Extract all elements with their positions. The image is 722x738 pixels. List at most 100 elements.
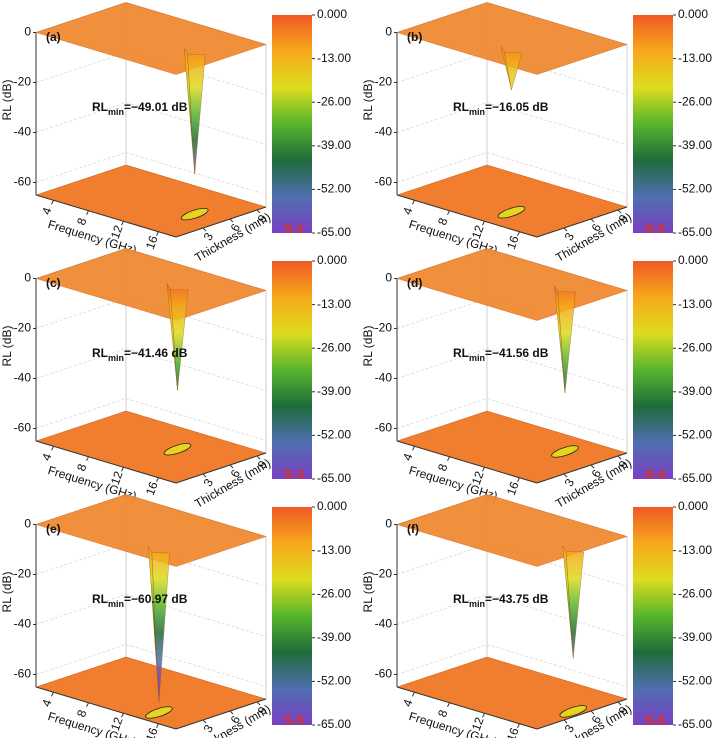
colorbar-tick-label: -39.00 bbox=[678, 138, 712, 152]
x-tick-label: 12 bbox=[469, 715, 487, 733]
x-tick bbox=[51, 692, 54, 697]
grid-line bbox=[35, 52, 267, 95]
z-tick-label: -60 bbox=[14, 175, 32, 189]
z-tick-label: -20 bbox=[375, 567, 393, 581]
colorbar-tick-label: 0.000 bbox=[678, 499, 708, 513]
grid-line bbox=[35, 594, 267, 637]
z-tick-label: 0 bbox=[24, 271, 31, 285]
z-tick-label: 0 bbox=[385, 271, 392, 285]
z-tick-label: -40 bbox=[14, 371, 32, 385]
z-tick-label: -60 bbox=[375, 667, 393, 681]
surface bbox=[396, 494, 628, 567]
rl-min-prefix: RL bbox=[453, 592, 469, 606]
z-axis-label: RL (dB) bbox=[0, 326, 14, 367]
y-tick bbox=[563, 473, 568, 478]
colorbar-tick-label: -52.00 bbox=[678, 428, 712, 442]
colorbar-tick-label: 0.000 bbox=[317, 253, 347, 267]
colorbar-tick-label: -65.00 bbox=[317, 717, 351, 731]
z-tick-label: -40 bbox=[14, 617, 32, 631]
rl-min-annotation: RLmin=−16.05 dB bbox=[453, 100, 549, 117]
x-tick-label: 8 bbox=[435, 462, 451, 473]
colorbar-tick-label: -52.00 bbox=[317, 674, 351, 688]
x-tick-label: 16 bbox=[143, 234, 161, 252]
colorbar-tick-label: -13.00 bbox=[678, 543, 712, 557]
x-tick-label: 4 bbox=[39, 697, 55, 708]
y-tick bbox=[617, 701, 622, 706]
z-tick-label: -20 bbox=[375, 75, 393, 89]
colorbar-tick-label: -13.00 bbox=[678, 297, 712, 311]
y-axis bbox=[175, 698, 267, 730]
z-tick-label: 0 bbox=[24, 25, 31, 39]
colorbar-tick-label: -65.00 bbox=[678, 471, 712, 485]
rl-min-sub: min bbox=[469, 353, 485, 363]
x-tick-label: 8 bbox=[435, 216, 451, 227]
colorbar-tick-label: 0.000 bbox=[678, 253, 708, 267]
colorbar-tick-label: 0.000 bbox=[678, 7, 708, 21]
y-tick bbox=[256, 209, 261, 214]
x-tick bbox=[156, 231, 159, 236]
colorbar-tick-label: -13.00 bbox=[317, 51, 351, 65]
z-tick-label: 0 bbox=[385, 517, 392, 531]
colorbar-tick-label: -52.00 bbox=[678, 182, 712, 196]
x-tick-label: 4 bbox=[39, 451, 55, 462]
x-tick-label: 16 bbox=[504, 480, 522, 498]
z-tick-label: -60 bbox=[14, 421, 32, 435]
x-axis bbox=[35, 194, 177, 238]
dip bbox=[504, 51, 523, 90]
x-tick bbox=[517, 477, 520, 482]
dip bbox=[565, 551, 584, 659]
colorbar-tick-label: -52.00 bbox=[317, 182, 351, 196]
colorbar-tick-label: -26.00 bbox=[317, 340, 351, 354]
panel-label: (c) bbox=[46, 276, 61, 290]
colorbar bbox=[272, 507, 312, 725]
z-tick-label: -40 bbox=[375, 371, 393, 385]
x-axis bbox=[396, 686, 538, 730]
colorbar-tick-label: -26.00 bbox=[678, 586, 712, 600]
x-tick bbox=[51, 446, 54, 451]
x-tick bbox=[121, 221, 124, 226]
y-tick bbox=[590, 710, 595, 715]
z-tick-label: -20 bbox=[14, 321, 32, 335]
y-tick bbox=[617, 455, 622, 460]
rl-min-prefix: RL bbox=[92, 592, 108, 606]
y-tick bbox=[590, 464, 595, 469]
x-tick-label: 8 bbox=[435, 708, 451, 719]
x-tick bbox=[447, 702, 450, 707]
x-tick-label: 4 bbox=[400, 451, 416, 462]
y-tick bbox=[563, 227, 568, 232]
x-tick-label: 4 bbox=[39, 205, 55, 216]
z-axis-label: RL (dB) bbox=[361, 80, 375, 121]
colorbar-tick-label: -39.00 bbox=[678, 630, 712, 644]
colorbar-tick-label: -52.00 bbox=[317, 428, 351, 442]
x-tick bbox=[447, 210, 450, 215]
floor-contour bbox=[559, 705, 588, 718]
x-tick-label: 4 bbox=[400, 205, 416, 216]
rl-min-label: =−43.75 dB bbox=[485, 592, 549, 606]
colorbar-tick-label: -13.00 bbox=[678, 51, 712, 65]
colorbar-tick-label: -39.00 bbox=[317, 630, 351, 644]
colorbar-tick-label: -13.00 bbox=[317, 543, 351, 557]
x-tick bbox=[86, 456, 89, 461]
z-tick-label: 0 bbox=[385, 25, 392, 39]
x-tick bbox=[517, 231, 520, 236]
grid-line bbox=[35, 644, 267, 687]
x-axis bbox=[396, 440, 538, 484]
grid-line bbox=[35, 398, 267, 441]
x-tick bbox=[121, 713, 124, 718]
panel-label: (b) bbox=[407, 30, 422, 44]
surface bbox=[35, 2, 267, 75]
y-axis bbox=[536, 698, 628, 730]
x-axis bbox=[396, 194, 538, 238]
rl-min-label: =−41.46 dB bbox=[124, 346, 188, 360]
grid-line bbox=[396, 348, 628, 391]
rl-min-annotation: RLmin=−49.01 dB bbox=[92, 100, 188, 117]
x-tick bbox=[517, 723, 520, 728]
colorbar-tick-label: 0.000 bbox=[317, 7, 347, 21]
rl-min-sub: min bbox=[469, 107, 485, 117]
rl-min-label: =−41.56 dB bbox=[485, 346, 549, 360]
floor-contour bbox=[163, 443, 192, 456]
x-tick-label: 16 bbox=[143, 480, 161, 498]
